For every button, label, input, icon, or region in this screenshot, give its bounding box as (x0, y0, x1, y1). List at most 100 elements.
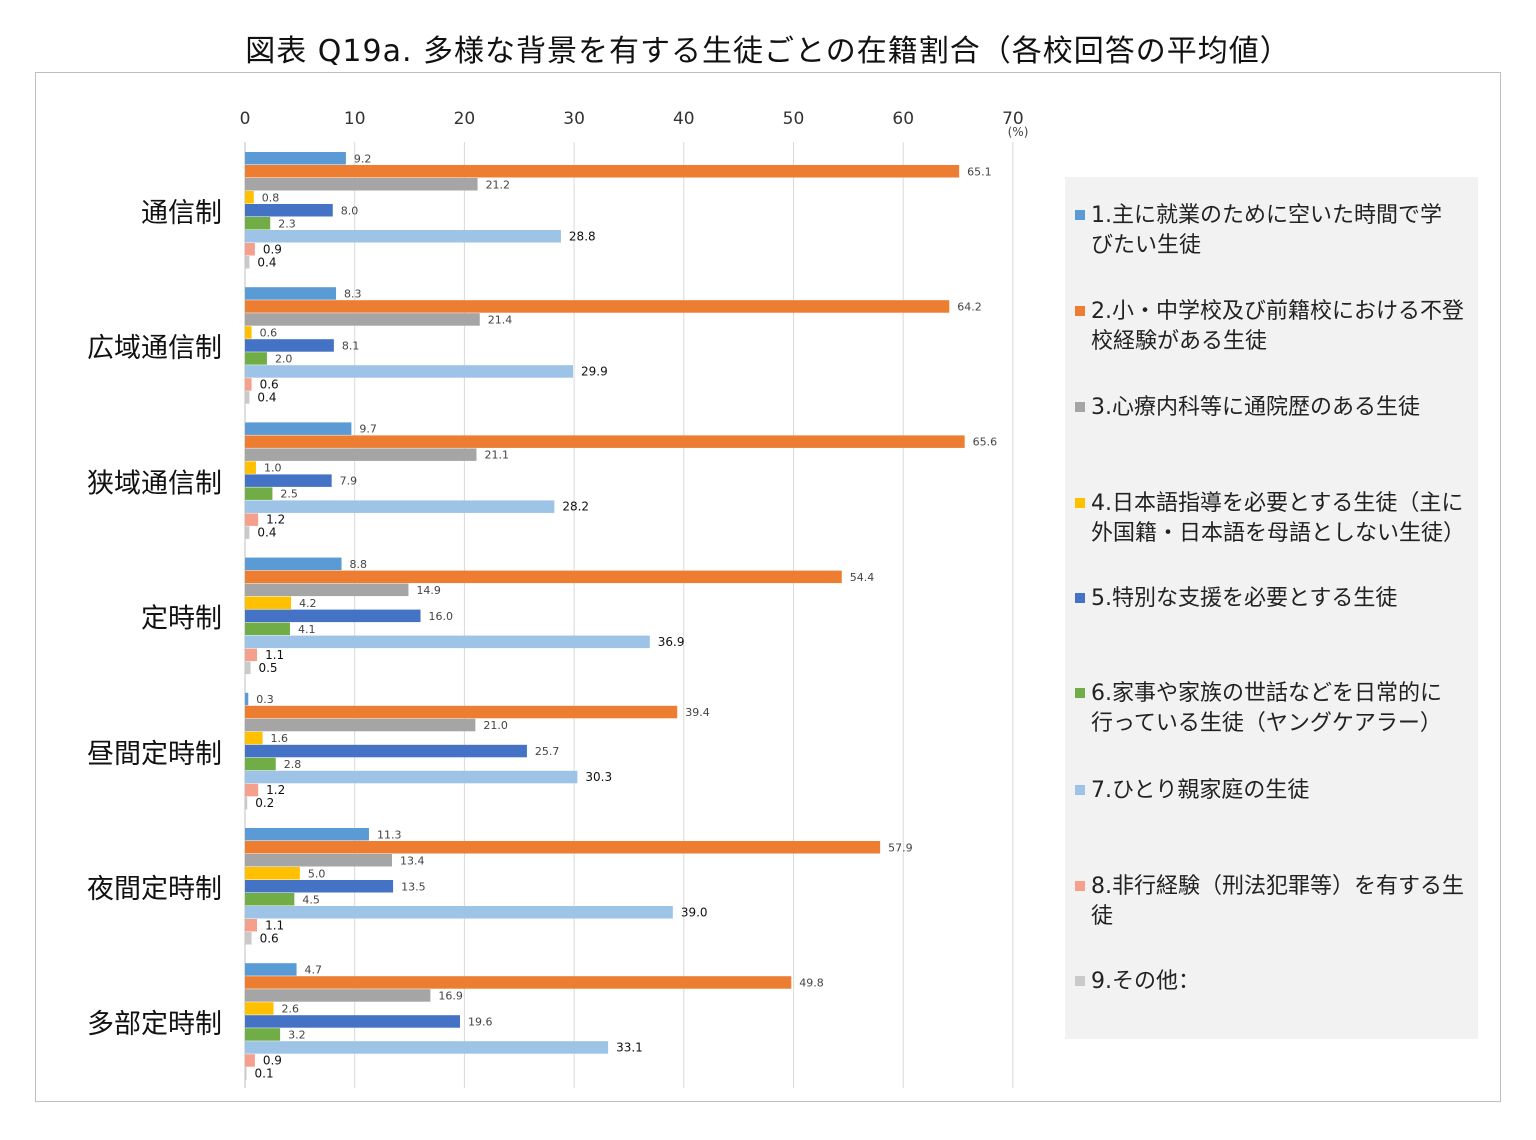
legend-swatch (1075, 593, 1085, 603)
data-label: 2.3 (278, 217, 296, 230)
data-label: 25.7 (535, 745, 560, 758)
bar (245, 596, 292, 610)
legend-entry: 8.非行経験（刑法犯罪等）を有する生 (1091, 874, 1464, 899)
data-label: 1.0 (264, 462, 282, 475)
data-label: 0.4 (257, 255, 276, 269)
bar (245, 448, 477, 461)
bar (245, 705, 678, 719)
legend-swatch (1075, 881, 1085, 891)
bar (245, 217, 271, 230)
legend-box (1065, 177, 1478, 1039)
bar (245, 378, 252, 391)
bar (245, 435, 965, 448)
data-labels: 9.265.121.20.88.02.328.80.90.48.364.221.… (255, 152, 998, 1080)
bar (245, 422, 352, 435)
bar (245, 313, 480, 326)
data-label: 4.7 (305, 963, 323, 976)
bar (245, 461, 256, 474)
legend-swatch (1075, 498, 1085, 508)
bar (245, 513, 259, 526)
data-label: 19.6 (468, 1015, 493, 1028)
bar (245, 854, 392, 867)
legend-entry: 6.家事や家族の世話などを日常的に (1091, 681, 1442, 706)
x-tick-label: 40 (673, 109, 695, 129)
data-label: 33.1 (616, 1040, 643, 1054)
x-tick-label: 50 (783, 109, 805, 129)
data-label: 4.2 (299, 597, 317, 610)
bar (245, 906, 673, 919)
x-tick-label: 10 (344, 109, 366, 129)
bar (245, 1002, 274, 1015)
bar (245, 893, 295, 906)
bar (245, 326, 252, 339)
bar (245, 152, 346, 165)
data-label: 0.6 (260, 377, 279, 391)
bar (245, 963, 297, 976)
legend-entry: 3.心療内科等に通院歴のある生徒 (1091, 395, 1420, 420)
data-label: 65.6 (973, 436, 998, 449)
data-label: 36.9 (658, 635, 685, 649)
data-label: 1.2 (266, 783, 285, 797)
category-label: 通信制 (141, 198, 222, 229)
bar (245, 352, 267, 365)
legend-entry: 5.特別な支援を必要とする生徒 (1091, 586, 1397, 611)
x-axis-ticks: 0 10 20 30 40 50 60 70 (240, 109, 1024, 129)
bars (245, 152, 965, 1080)
legend-entry: 行っている生徒（ヤングケアラー） (1091, 711, 1442, 736)
legend-entry: 7.ひとり親家庭の生徒 (1091, 778, 1309, 803)
data-label: 0.8 (262, 191, 280, 204)
legend-entry: 徒 (1091, 904, 1113, 929)
bar (245, 1067, 247, 1080)
bar (245, 841, 881, 854)
legend-entry: 1.主に就業のために空いた時間で学 (1091, 203, 1442, 228)
category-label: 狭域通信制 (87, 468, 222, 499)
bar (245, 770, 578, 784)
data-label: 8.8 (350, 558, 368, 571)
data-label: 39.0 (681, 905, 708, 919)
data-label: 4.1 (298, 623, 316, 636)
data-label: 3.2 (288, 1028, 306, 1041)
data-label: 2.5 (280, 488, 298, 501)
bar (245, 661, 251, 675)
bar (245, 391, 250, 404)
category-label: 多部定時制 (87, 1009, 222, 1040)
data-label: 5.0 (308, 867, 326, 880)
bar (245, 635, 650, 649)
bar (245, 230, 561, 243)
data-label: 2.8 (284, 758, 302, 771)
bar (245, 976, 792, 989)
axis-unit-label: (%) (1008, 125, 1029, 139)
bar (245, 526, 250, 539)
data-label: 28.2 (562, 500, 589, 514)
bar (245, 622, 290, 636)
x-tick-label: 70 (1002, 109, 1024, 129)
data-label: 16.9 (438, 989, 463, 1002)
bar (245, 1015, 461, 1028)
bar (245, 731, 263, 745)
bar (245, 1054, 255, 1067)
page-title: 図表 Q19a. 多様な背景を有する生徒ごとの在籍割合（各校回答の平均値） (245, 34, 1291, 69)
data-label: 21.1 (484, 449, 509, 462)
legend-entry: びたい生徒 (1091, 233, 1201, 258)
data-label: 49.8 (799, 976, 824, 989)
bar (245, 880, 394, 893)
bar (245, 191, 254, 204)
data-label: 29.9 (581, 364, 608, 378)
category-label: 昼間定時制 (87, 739, 222, 770)
legend-swatch (1075, 976, 1085, 986)
legend-entry: 9.その他： (1091, 969, 1200, 994)
legend-swatch (1075, 785, 1085, 795)
data-label: 8.0 (341, 204, 359, 217)
bar (245, 300, 950, 313)
chart-frame (35, 72, 1501, 1102)
bar (245, 557, 342, 571)
data-label: 1.6 (271, 732, 289, 745)
data-label: 0.6 (260, 326, 278, 339)
bar (245, 919, 258, 932)
bar (245, 828, 369, 841)
legend-swatch (1075, 688, 1085, 698)
bar (245, 570, 842, 584)
bar (245, 365, 574, 378)
